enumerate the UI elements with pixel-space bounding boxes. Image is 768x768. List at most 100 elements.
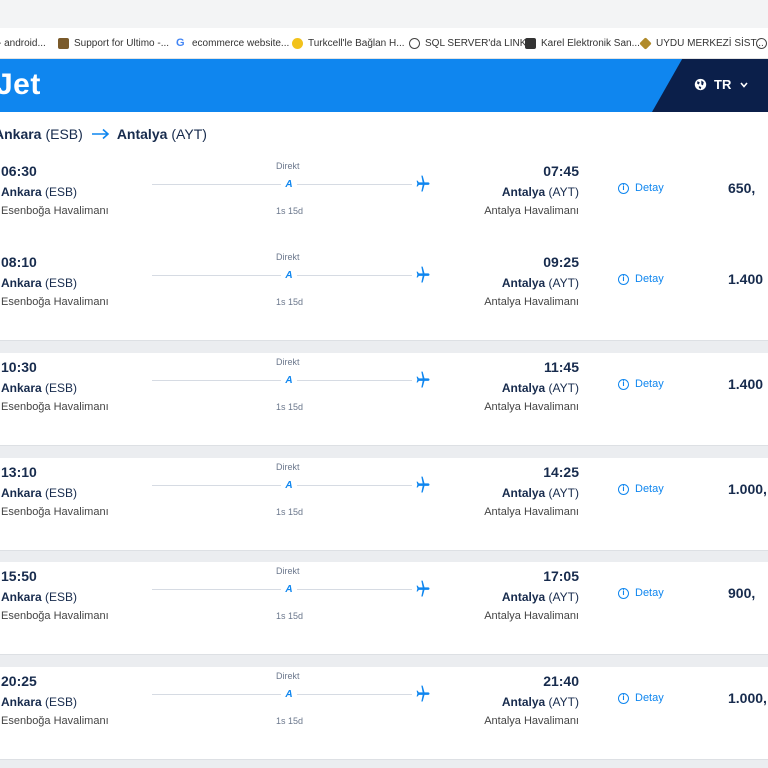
info-icon: i [618,378,629,390]
stop-type: Direkt [276,252,300,262]
arrival-code: (AYT) [548,590,579,604]
detail-link[interactable]: i Detay [618,483,664,495]
arrival-time: 07:45 [543,163,579,179]
flight-duration: 1s 15d [276,716,304,726]
info-icon: i [618,483,629,495]
bookmarks-bar: - android... Support for Ultimo -... G e… [0,28,768,59]
karel-icon [525,37,536,49]
arrow-right-icon [91,128,110,140]
arrival-city: Antalya (AYT) [502,185,579,199]
bookmark-android[interactable]: - android... [0,28,46,58]
route-to-city: Antalya [116,126,168,142]
bookmark-ecommerce[interactable]: G ecommerce website... [176,28,289,58]
departure-code: (ESB) [45,381,78,395]
departure-time: 10:30 [1,359,37,375]
arrival-city: Antalya (AYT) [502,276,579,290]
airline-logo-icon: A [281,176,297,192]
detail-link[interactable]: i Detay [618,692,664,704]
departure-airport: Esenboğa Havalimanı [1,296,109,308]
departure-city: Ankara (ESB) [1,381,77,395]
arrival-city: Antalya (AYT) [502,590,579,604]
departure-city-name: Ankara [1,276,42,290]
bookmark-label: Karel Elektronik San... [541,37,640,49]
departure-time: 08:10 [1,254,37,270]
chevron-down-icon [740,81,748,88]
globe-icon [694,78,707,91]
plane-icon [416,685,430,702]
departure-code: (ESB) [45,695,78,709]
flight-price[interactable]: 1.000, [728,481,767,497]
browser-top-area [0,0,768,28]
departure-code: (ESB) [45,185,78,199]
flight-price[interactable]: 1.000, [728,690,767,706]
flight-card[interactable]: 06:30 Ankara (ESB) Esenboğa Havalimanı D… [0,157,768,250]
arrival-code: (AYT) [548,185,579,199]
stop-type: Direkt [276,462,300,472]
arrival-code: (AYT) [548,381,579,395]
detail-link[interactable]: i Detay [618,182,664,194]
arrival-time: 17:05 [543,568,579,584]
language-label: TR [714,77,732,92]
arrival-airport: Antalya Havalimanı [484,610,579,622]
flight-duration: 1s 15d [276,297,304,307]
detail-label: Detay [635,273,664,285]
departure-time: 06:30 [1,163,37,179]
departure-code: (ESB) [45,276,78,290]
detail-label: Detay [635,182,664,194]
route-summary: Ankara (ESB) Antalya (AYT) [0,112,768,158]
arrival-time: 21:40 [543,673,579,689]
detail-link[interactable]: i Detay [618,378,664,390]
arrival-city: Antalya (AYT) [502,695,579,709]
bookmark-label: Turkcell'le Bağlan H... [308,37,405,49]
departure-city: Ankara (ESB) [1,276,77,290]
globe-icon [756,37,767,49]
flight-price[interactable]: 900, [728,585,756,601]
departure-city-name: Ankara [1,486,42,500]
flight-price[interactable]: 650, [728,180,756,196]
site-logo[interactable]: Jet [0,68,41,101]
bookmark-more[interactable] [756,28,768,58]
bookmark-ultimo[interactable]: Support for Ultimo -... [58,28,169,58]
arrival-city: Antalya (AYT) [502,486,579,500]
departure-time: 15:50 [1,568,37,584]
arrival-airport: Antalya Havalimanı [484,715,579,727]
flight-card[interactable]: 08:10 Ankara (ESB) Esenboğa Havalimanı D… [0,248,768,341]
turkcell-icon [292,37,303,49]
airline-logo-icon: A [281,267,297,283]
departure-city-name: Ankara [1,590,42,604]
route-from-code: (ESB) [45,126,83,142]
route-from-city: Ankara [0,126,42,142]
flight-card[interactable]: 13:10 Ankara (ESB) Esenboğa Havalimanı D… [0,458,768,551]
bookmark-karel[interactable]: Karel Elektronik San... [525,28,640,58]
arrival-code: (AYT) [548,486,579,500]
flight-duration: 1s 15d [276,206,304,216]
detail-label: Detay [635,483,664,495]
flight-card[interactable]: 15:50 Ankara (ESB) Esenboğa Havalimanı D… [0,562,768,655]
departure-airport: Esenboğa Havalimanı [1,205,109,217]
bookmark-turkcell[interactable]: Turkcell'le Bağlan H... [292,28,405,58]
flight-duration: 1s 15d [276,507,304,517]
departure-airport: Esenboğa Havalimanı [1,610,109,622]
flight-price[interactable]: 1.400 [728,271,764,287]
flight-price[interactable]: 1.400 [728,376,764,392]
arrival-time: 09:25 [543,254,579,270]
bookmark-label: - android... [0,37,46,49]
bookmark-sql-server[interactable]: SQL SERVER'da LINK... [409,28,535,58]
departure-city-name: Ankara [1,695,42,709]
detail-link[interactable]: i Detay [618,587,664,599]
bookmark-uydu[interactable]: UYDU MERKEZİ SİST... [639,28,764,58]
departure-airport: Esenboğa Havalimanı [1,715,109,727]
plane-icon [416,175,430,192]
info-icon: i [618,273,629,285]
google-icon: G [176,36,185,49]
departure-code: (ESB) [45,486,78,500]
arrival-airport: Antalya Havalimanı [484,506,579,518]
info-icon: i [618,587,629,599]
departure-airport: Esenboğa Havalimanı [1,401,109,413]
plane-icon [416,266,430,283]
detail-link[interactable]: i Detay [618,273,664,285]
departure-time: 20:25 [1,673,37,689]
flight-card[interactable]: 20:25 Ankara (ESB) Esenboğa Havalimanı D… [0,667,768,760]
stop-type: Direkt [276,566,300,576]
flight-card[interactable]: 10:30 Ankara (ESB) Esenboğa Havalimanı D… [0,353,768,446]
